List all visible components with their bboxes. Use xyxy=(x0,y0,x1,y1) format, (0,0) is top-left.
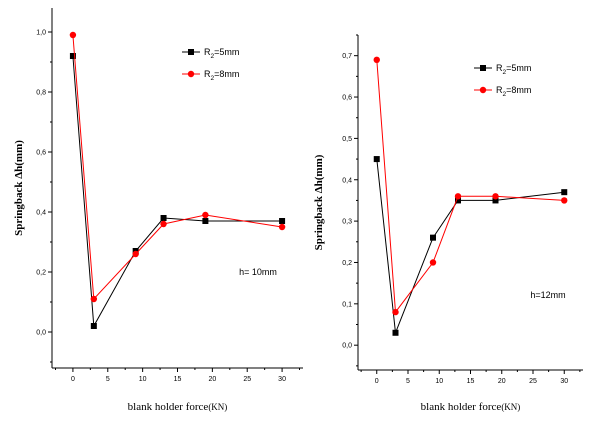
chart-right-y-tick-label: 0,2 xyxy=(342,260,352,267)
chart-left-series-2-point xyxy=(69,31,77,39)
chart-right-legend-label: R2=5mm xyxy=(496,63,531,76)
chart-right-legend: R2=5mm R2=8mm xyxy=(474,63,531,98)
chart-right-series-1-point xyxy=(430,234,436,241)
chart-right-series-1-point xyxy=(455,197,461,204)
chart-left-series-1-point xyxy=(69,53,76,59)
chart-right-x-tick-label: 5 xyxy=(406,378,410,385)
chart-right-x-tick-label: 30 xyxy=(560,378,568,385)
chart-left-series-2-point xyxy=(278,223,286,231)
chart-right-series-2-point xyxy=(492,193,499,200)
chart-left-y-tick-label: 0,4 xyxy=(36,210,46,217)
chart-right-series-1-point xyxy=(373,156,380,163)
chart-left-legend-label: R2=5mm xyxy=(204,47,239,60)
chart-right-y-tick-label: 0,3 xyxy=(342,219,352,226)
chart-right: 0,0 0,1 0,2 0,3 0,4 0,5 0,6 0,7 0 5 10 15 20 25 30 blan… xyxy=(313,34,583,413)
chart-right-x-tick-label: 15 xyxy=(467,378,475,385)
chart-right-y-axis-title: Springback Δh(mm) xyxy=(313,154,325,250)
chart-right-x-tick-label: 20 xyxy=(498,378,506,385)
chart-left-series-2-point xyxy=(132,250,139,258)
chart-left-x-tick-label: 20 xyxy=(208,376,216,383)
chart-right-x-axis-title: blank holder force(KN) xyxy=(421,401,521,413)
chart-left-series-2-line xyxy=(72,34,283,301)
chart-right-x-tick-label: 0 xyxy=(375,378,379,385)
chart-left-legend-label: R2=8mm xyxy=(204,69,239,82)
chart-right-legend-marker xyxy=(480,65,486,71)
chart-right-series-2-point xyxy=(429,259,437,266)
chart-left-y-axis-title: Springback Δh(mm) xyxy=(13,140,25,236)
chart-right-x-tick-label: 10 xyxy=(435,378,443,385)
chart-left-y-tick-label: 1,0 xyxy=(36,30,46,37)
chart-left-x-tick-label: 25 xyxy=(243,376,251,383)
chart-right-legend-label: R2=8mm xyxy=(496,85,531,98)
chart-left-y-tick-label: 0,0 xyxy=(36,330,46,337)
chart-right-annotation: h=12mm xyxy=(530,290,565,300)
chart-right-y-tick-label: 0,4 xyxy=(342,177,352,184)
chart-left-x-tick-label: 30 xyxy=(278,376,286,383)
chart-right-y-tick-label: 0,7 xyxy=(342,53,352,60)
chart-right-y-tick-label: 0,6 xyxy=(342,95,352,102)
chart-right-y-tick-label: 0,5 xyxy=(342,136,352,143)
chart-right-series-2-point xyxy=(454,193,462,200)
chart-left-series-1-point xyxy=(90,323,97,329)
chart-right-legend-marker xyxy=(479,86,487,94)
chart-right-series-2-point xyxy=(373,56,380,64)
chart-left-series-1-line xyxy=(72,55,283,328)
chart-left-series-1-point xyxy=(160,215,167,221)
chart-left-x-tick-label: 0 xyxy=(71,376,75,383)
chart-left-legend-marker xyxy=(188,49,194,55)
chart-right-y-tick-label: 0,0 xyxy=(342,343,352,350)
chart-right-x-tick-label: 25 xyxy=(529,378,537,385)
chart-left-legend-marker xyxy=(187,70,195,78)
chart-left-y-tick-label: 0,8 xyxy=(36,90,46,97)
chart-left-annotation: h= 10mm xyxy=(239,267,277,277)
chart-right-series-2-line xyxy=(376,59,565,314)
chart-left-series-1-point xyxy=(279,218,286,224)
chart-right-series-2-point xyxy=(392,308,399,316)
chart-left-y-tick-label: 0,2 xyxy=(36,270,46,277)
chart-right-series-1-point xyxy=(392,329,399,336)
chart-left: 0,0 0,2 0,4 0,6 0,8 1,0 0 5 10 15 20 25 30 blank hold… xyxy=(13,8,303,413)
chart-left-x-tick-label: 10 xyxy=(139,376,147,383)
chart-right-series-2-point xyxy=(561,197,568,204)
chart-right-series-1-point xyxy=(492,197,499,204)
chart-left-legend: R2=5mm R2=8mm xyxy=(182,47,239,82)
chart-left-x-tick-label: 5 xyxy=(106,376,110,383)
chart-left-series-1-point xyxy=(202,218,209,224)
chart-left-x-axis-title: blank holder force(KN) xyxy=(128,401,228,413)
chart-right-y-tick-label: 0,1 xyxy=(342,301,352,308)
chart-right-series-1-line xyxy=(376,159,565,333)
chart-left-x-tick-label: 15 xyxy=(174,376,182,383)
chart-right-series-1-point xyxy=(561,189,568,196)
chart-left-series-2-point xyxy=(202,211,209,219)
chart-left-series-2-point xyxy=(90,295,98,303)
chart-left-series-2-point xyxy=(160,220,167,228)
chart-left-y-tick-label: 0,6 xyxy=(36,150,46,157)
